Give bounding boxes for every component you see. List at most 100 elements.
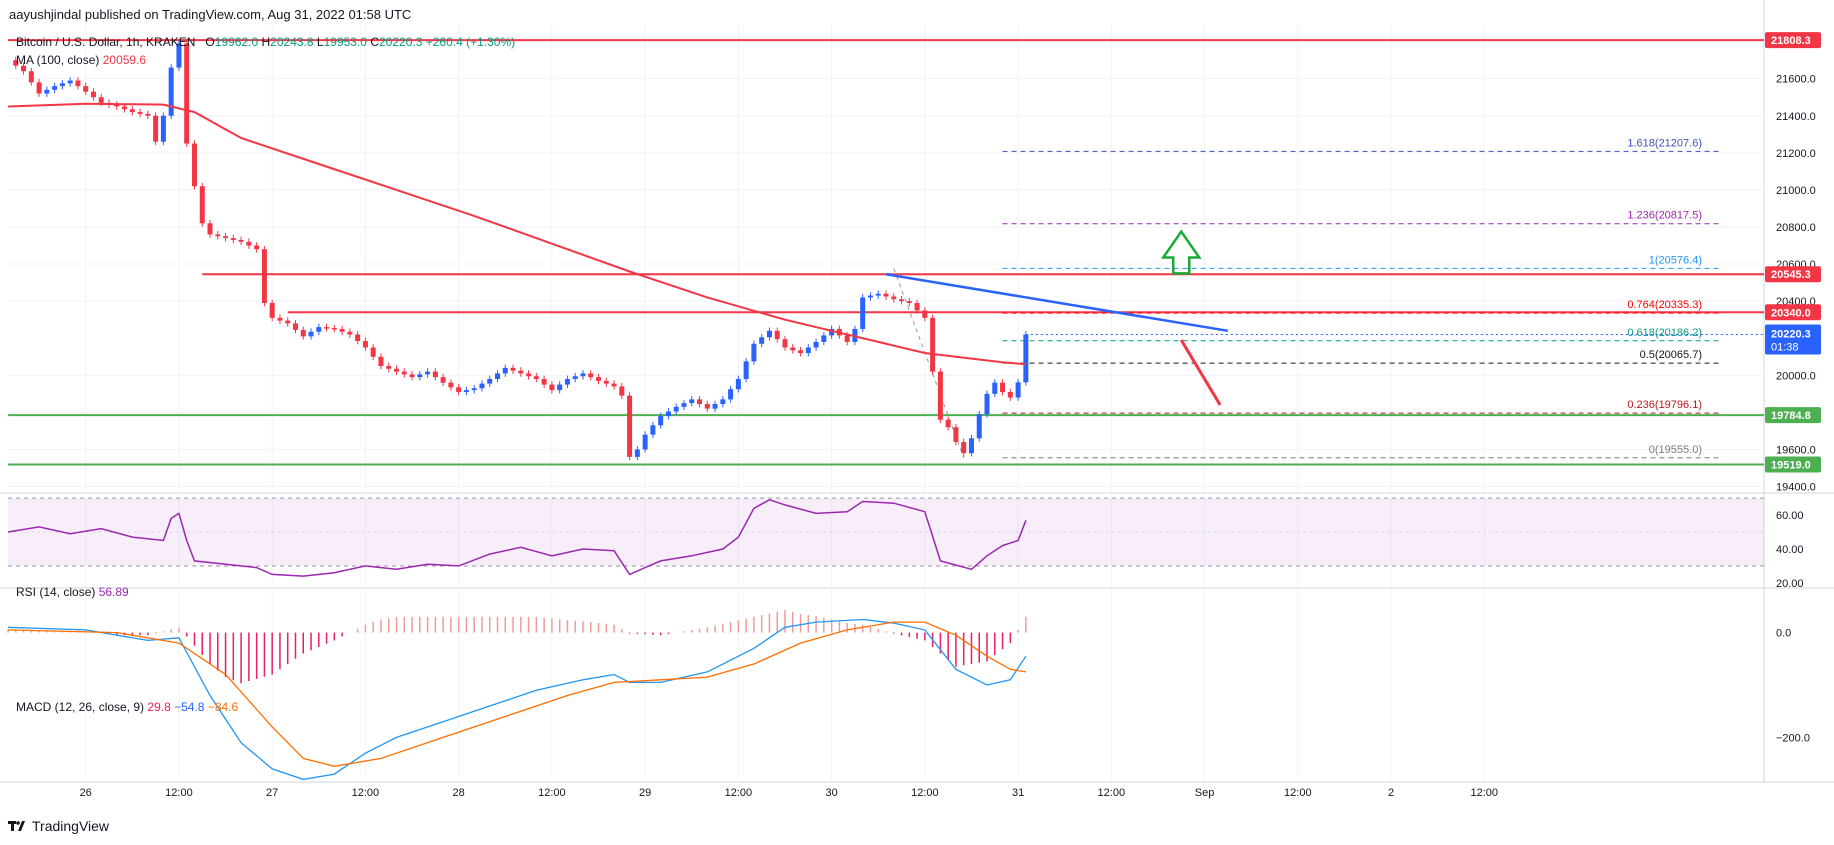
candle-body: [440, 377, 446, 383]
candle-body: [417, 374, 423, 378]
candle-body: [432, 371, 438, 378]
candle-body: [557, 384, 563, 391]
fib-level-label: 0.618(20186.2): [1627, 327, 1702, 339]
candle-body: [230, 238, 236, 240]
time-tick-label: 28: [453, 787, 465, 799]
candle-body: [331, 328, 337, 330]
candle-body: [168, 67, 174, 116]
resistance-2-tag-label: 20545.3: [1771, 269, 1811, 281]
rsi-label: RSI (14, close): [16, 585, 96, 599]
symbol-legend[interactable]: Bitcoin / U.S. Dollar, 1h, KRAKEN O19962…: [16, 35, 515, 49]
candle-body: [658, 416, 664, 426]
candle-body: [425, 371, 431, 375]
tradingview-logo-icon: [8, 821, 25, 831]
rsi-tick-label: 20.00: [1776, 578, 1804, 590]
bearish-arrow-icon: [1179, 339, 1222, 406]
candle-body: [541, 378, 547, 385]
candle-body: [246, 241, 252, 246]
fib-level-label: 1.236(20817.5): [1627, 210, 1702, 222]
time-tick-label: 12:00: [165, 787, 193, 799]
support-2-tag-label: 19519.0: [1771, 459, 1811, 471]
candle-body: [409, 374, 415, 378]
price-tick-label: 21600.0: [1776, 74, 1816, 86]
candle-body: [153, 115, 159, 142]
candle-body: [681, 403, 687, 407]
candle-body: [899, 299, 905, 302]
candle-body: [634, 449, 640, 457]
candle-body: [448, 382, 454, 388]
time-tick-label: 29: [639, 787, 651, 799]
open-label: O: [205, 35, 215, 49]
time-tick-label: 12:00: [1098, 787, 1126, 799]
candle-body: [1023, 334, 1029, 383]
candle-body: [650, 425, 656, 435]
publisher-caption: aayushjindal published on TradingView.co…: [9, 7, 412, 22]
time-tick-label: 12:00: [1284, 787, 1312, 799]
fib-trend-line: [893, 268, 965, 458]
price-axis[interactable]: 21600.021400.021200.021000.020800.020600…: [1765, 32, 1821, 744]
resistance-3-tag-label: 20340.0: [1771, 307, 1811, 319]
time-tick-label: 12:00: [352, 787, 380, 799]
candle-body: [697, 399, 703, 405]
resistance-1-tag-label: 21808.3: [1771, 35, 1811, 47]
macd-line-value: −54.8: [174, 700, 205, 714]
rsi-legend[interactable]: RSI (14, close) 56.89: [16, 585, 129, 599]
candle-body: [572, 376, 578, 379]
candle-body: [510, 367, 516, 371]
candle-body: [59, 83, 65, 87]
candle-body: [370, 347, 376, 357]
macd-legend[interactable]: MACD (12, 26, close, 9) 29.8 −54.8 −84.6: [16, 700, 238, 714]
candle-body: [704, 404, 710, 409]
low-value: 19953.0: [323, 35, 367, 49]
footer-brand[interactable]: TradingView: [8, 818, 109, 834]
time-tick-label: 12:00: [911, 787, 939, 799]
candle-body: [52, 86, 58, 90]
drawings-layer[interactable]: [885, 229, 1229, 406]
candle-body: [44, 89, 50, 94]
candle-body: [28, 71, 34, 83]
candle-body: [603, 380, 609, 384]
time-tick-label: 31: [1012, 787, 1024, 799]
candle-body: [277, 317, 283, 321]
macd-hist-value: 29.8: [147, 700, 171, 714]
candle-body: [1000, 382, 1006, 392]
time-tick-label: 26: [80, 787, 92, 799]
ma-value: 20059.6: [102, 53, 147, 67]
candle-body: [1007, 391, 1013, 398]
candle-body: [215, 234, 221, 237]
candle-body: [479, 383, 485, 389]
candle-body: [261, 249, 267, 303]
candle-body: [588, 373, 594, 378]
candle-body: [976, 414, 982, 439]
candle-body: [401, 371, 407, 375]
candle-body: [743, 361, 749, 379]
fib-level-label: 1(20576.4): [1649, 254, 1702, 266]
candle-body: [867, 295, 873, 298]
candle-body: [526, 373, 532, 377]
candle-body: [36, 82, 42, 94]
support-1-tag-label: 19784.8: [1771, 410, 1811, 422]
rsi-value: 56.89: [98, 585, 129, 599]
macd-line: [7, 618, 1027, 781]
time-axis[interactable]: 26 12:00 27 12:00 28 12:00 29 12:00 30 12:00 31 12:…: [80, 787, 1498, 799]
candle-body: [883, 293, 889, 297]
candle-body: [75, 80, 81, 87]
candle-body: [914, 302, 920, 311]
candle-body: [324, 327, 330, 329]
resistance-1-tag: [1765, 32, 1821, 49]
candle-body: [1015, 382, 1021, 398]
candle-body: [129, 109, 135, 113]
candle-body: [930, 317, 936, 372]
candle-body: [790, 347, 796, 351]
ma-legend[interactable]: MA (100, close) 20059.6: [16, 53, 146, 67]
candle-body: [207, 223, 213, 235]
candle-body: [728, 389, 734, 400]
price-tick-label: 21200.0: [1776, 148, 1816, 160]
macd-label: MACD (12, 26, close, 9): [16, 700, 145, 714]
candle-body: [798, 350, 804, 354]
candle-body: [463, 390, 469, 392]
candle-body: [619, 386, 625, 396]
footer-brand-text: TradingView: [32, 818, 110, 834]
rsi-line: [7, 498, 1027, 577]
